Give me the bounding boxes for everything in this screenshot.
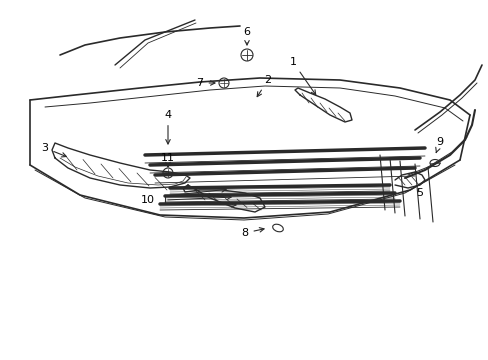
Text: 7: 7	[196, 78, 215, 88]
Text: 11: 11	[161, 153, 175, 167]
Text: 4: 4	[164, 110, 171, 144]
Text: 2: 2	[257, 75, 271, 96]
Text: 1: 1	[289, 57, 315, 95]
Text: 10: 10	[141, 195, 155, 205]
Text: 5: 5	[416, 188, 423, 198]
Text: 9: 9	[435, 137, 443, 153]
Text: 3: 3	[41, 143, 66, 157]
Text: 8: 8	[241, 228, 264, 238]
Text: 6: 6	[243, 27, 250, 45]
